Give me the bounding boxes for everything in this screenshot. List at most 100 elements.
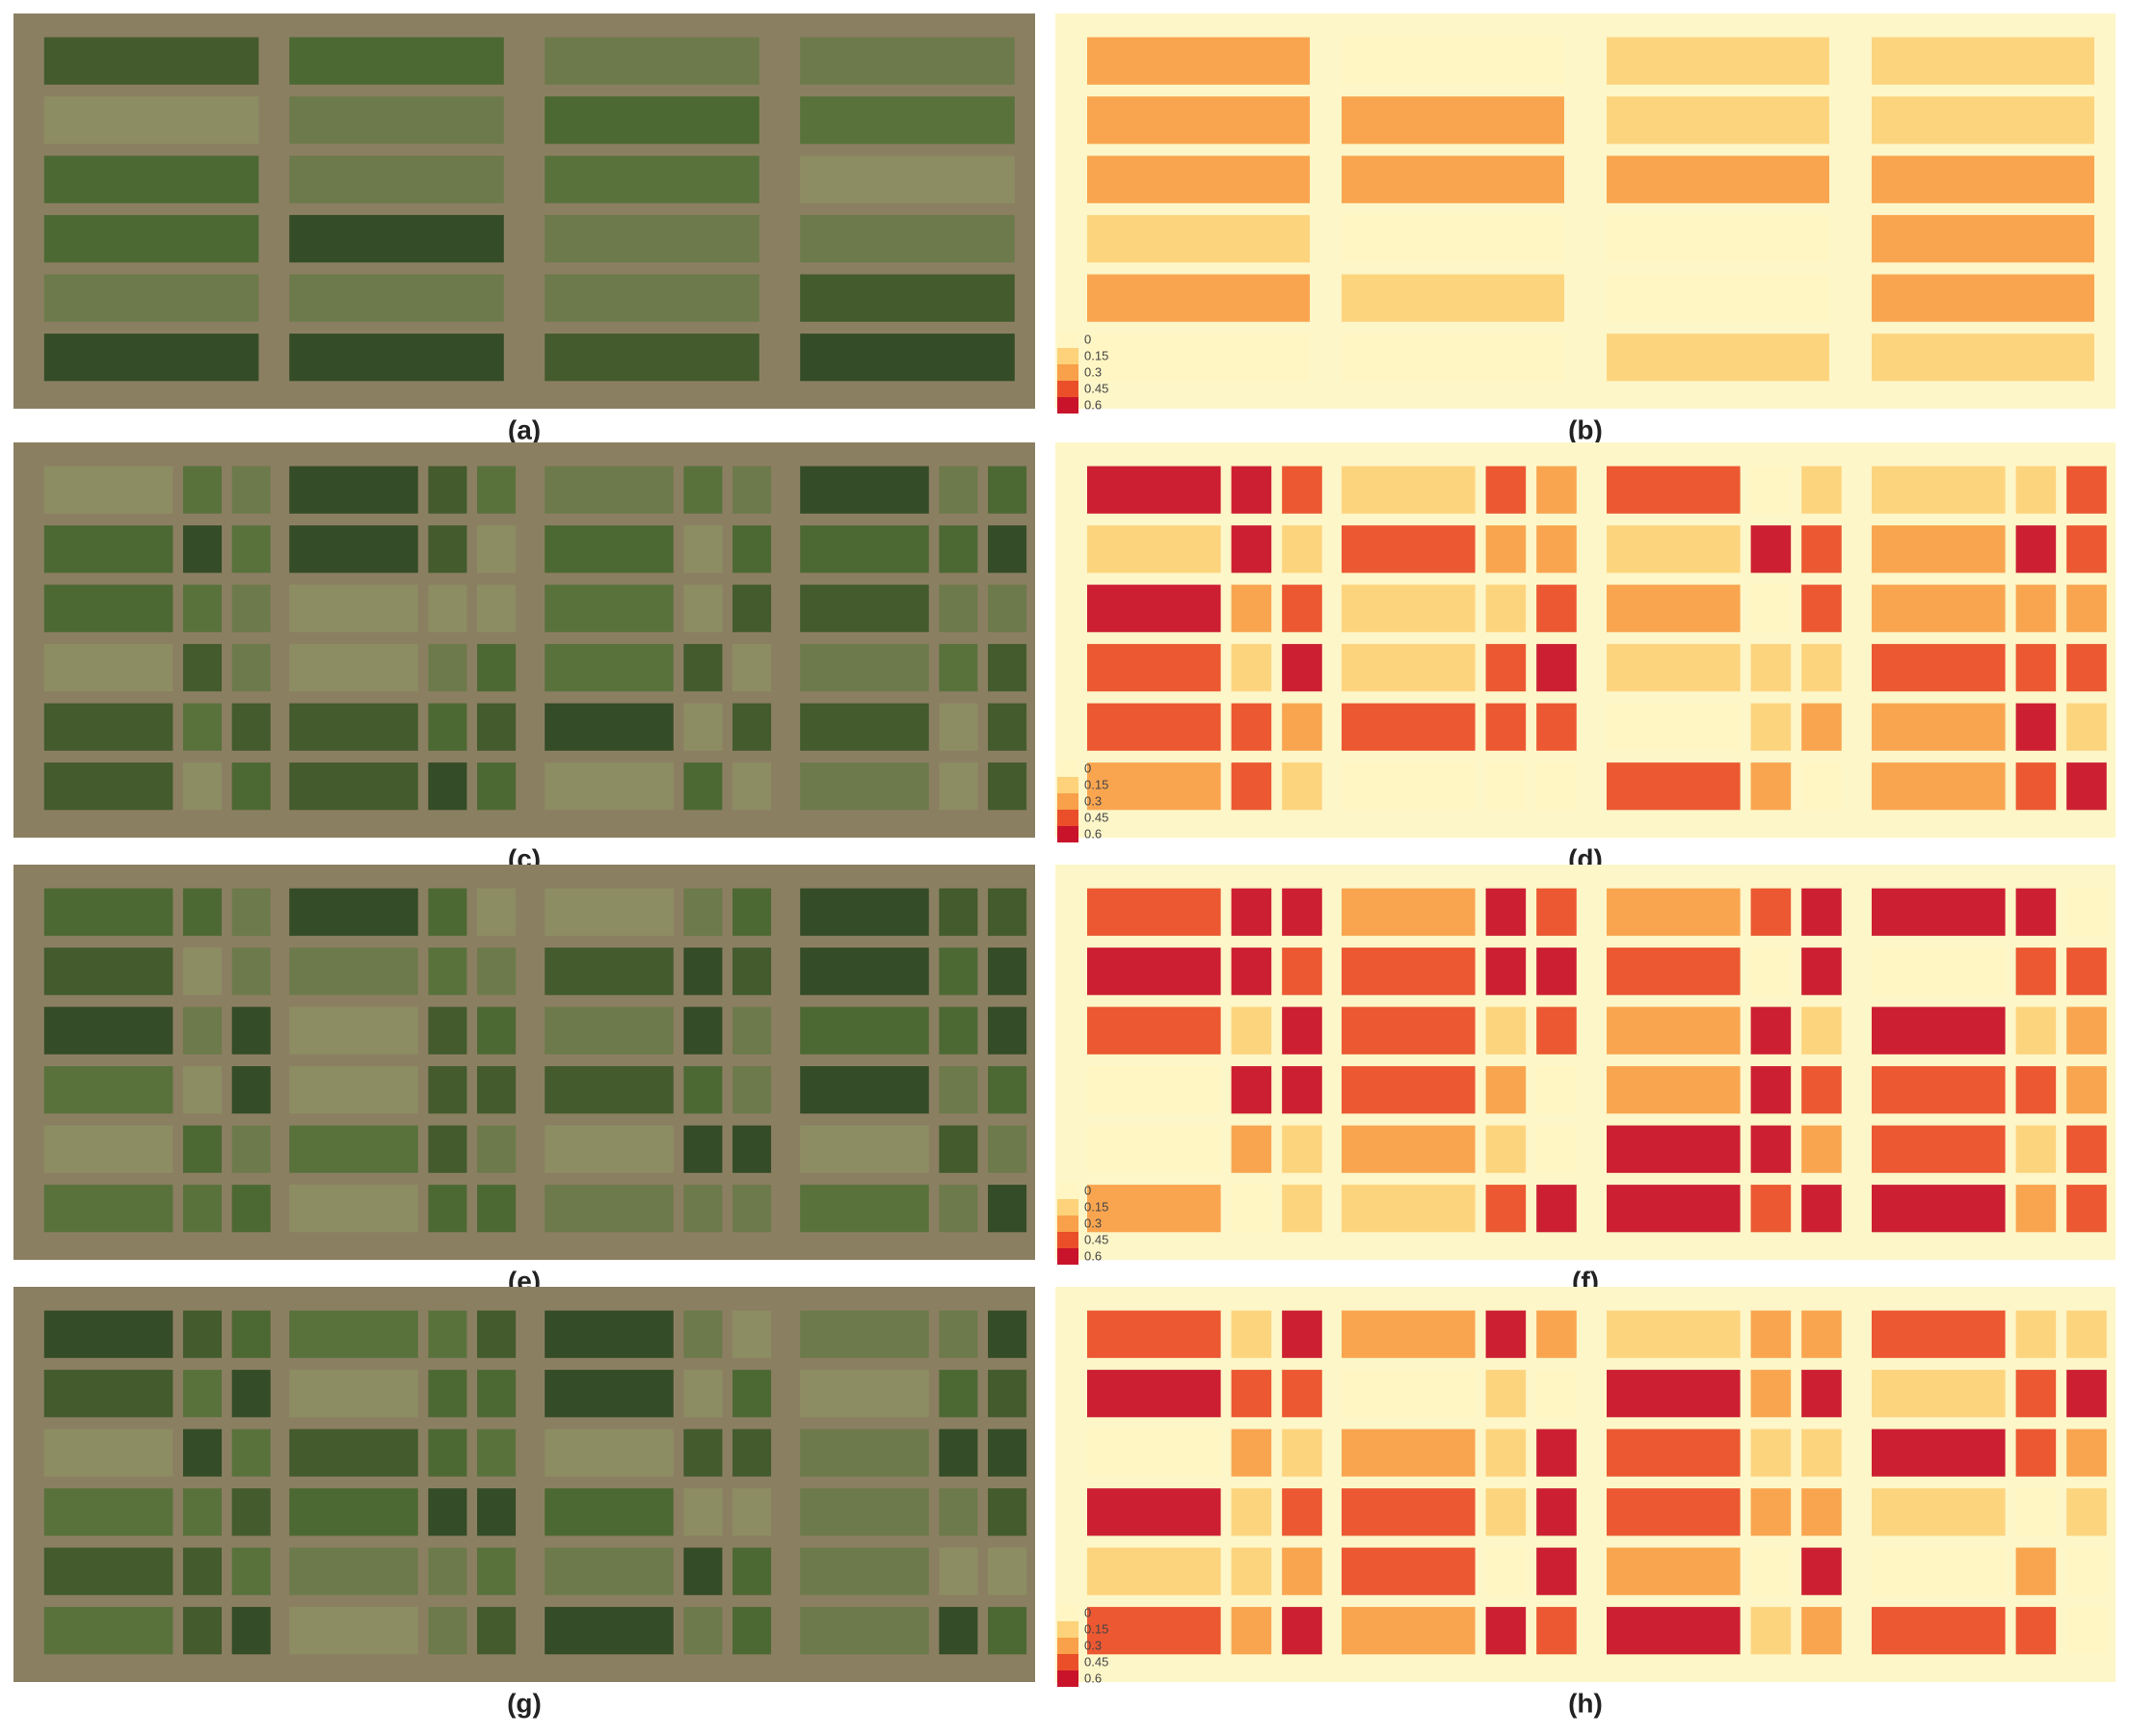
plot-strip xyxy=(1872,1006,2006,1055)
plot-strip xyxy=(289,762,418,811)
plot-strip xyxy=(732,1006,772,1055)
plot-strip xyxy=(732,948,772,996)
plot-strip xyxy=(1872,215,2094,263)
plot-strip xyxy=(289,584,418,632)
plot-strip xyxy=(1607,1607,1741,1655)
plot-strip xyxy=(2066,466,2107,514)
plot-strip xyxy=(800,215,1015,263)
plot-strip xyxy=(1536,644,1577,692)
plot-strip xyxy=(1231,525,1272,574)
plot-strip xyxy=(231,1125,271,1173)
plot-strip xyxy=(1087,1370,1221,1418)
legend-label: 0.45 xyxy=(1084,1232,1108,1246)
plot-strip xyxy=(477,1547,517,1595)
plot-strip xyxy=(43,1006,173,1055)
plot-strip xyxy=(289,1006,418,1055)
plot-strip xyxy=(1282,888,1322,936)
plot-strip xyxy=(1801,703,1842,751)
plot-strip xyxy=(1872,584,2006,632)
plot-strip xyxy=(428,1066,467,1114)
plot-strip xyxy=(289,215,504,263)
plot-strip xyxy=(43,1547,173,1595)
plot-strip xyxy=(1872,1185,2006,1233)
plot-strip xyxy=(1607,1370,1741,1418)
plot-strip xyxy=(800,703,929,751)
plot-strip xyxy=(182,948,223,996)
plot-strip xyxy=(1342,525,1476,574)
plot-strip xyxy=(1607,1429,1741,1477)
plot-strip xyxy=(2015,1488,2057,1536)
plot-strip xyxy=(732,1310,772,1358)
plot-strip xyxy=(2015,1547,2057,1595)
plot-strip xyxy=(289,466,418,514)
legend-label: 0.45 xyxy=(1084,810,1108,824)
plot-strip xyxy=(1536,1185,1577,1233)
plot-strip xyxy=(1750,888,1792,936)
plot-strip xyxy=(1485,1185,1527,1233)
plot-strip xyxy=(182,584,223,632)
plot-strip xyxy=(1607,1547,1741,1595)
plot-strip xyxy=(1485,644,1527,692)
plot-strip xyxy=(428,644,467,692)
plot-strip xyxy=(289,1488,418,1536)
plot-strip xyxy=(1282,1310,1322,1358)
plot-strip xyxy=(1485,466,1527,514)
plot-strip xyxy=(182,1547,223,1595)
plot-strip xyxy=(2066,1370,2107,1418)
plot-strip xyxy=(939,1429,978,1477)
plot-strip xyxy=(1342,466,1476,514)
plot-strip xyxy=(800,1607,929,1655)
plot-strip xyxy=(231,1488,271,1536)
legend-swatch xyxy=(1057,793,1078,810)
plot-strip xyxy=(182,1125,223,1173)
plot-strip xyxy=(1231,1429,1272,1477)
plot-strip xyxy=(1872,1066,2006,1114)
plot-strip xyxy=(1536,1370,1577,1418)
legend-label: 0.45 xyxy=(1084,381,1108,395)
plot-strip xyxy=(1342,334,1564,382)
plot-strip xyxy=(683,948,723,996)
plot-strip xyxy=(43,1066,173,1114)
plot-strip xyxy=(43,762,173,811)
plot-strip xyxy=(231,1370,271,1418)
plot-strip xyxy=(477,1006,517,1055)
plot-strip xyxy=(545,888,674,936)
plot-strip xyxy=(1087,703,1221,751)
plot-strip xyxy=(1282,1185,1322,1233)
plot-strip xyxy=(1750,1488,1792,1536)
plot-strip xyxy=(1231,1607,1272,1655)
plot-strip xyxy=(1872,37,2094,85)
plot-strip xyxy=(1231,1185,1272,1233)
plot-strip xyxy=(988,1547,1027,1595)
plot-strip xyxy=(1750,1066,1792,1114)
plot-strip xyxy=(1872,274,2094,322)
plot-strip xyxy=(1607,215,1829,263)
plot-strip xyxy=(1750,466,1792,514)
plot-strip xyxy=(43,525,173,574)
plot-strip xyxy=(1536,762,1577,811)
plot-strip xyxy=(1750,1006,1792,1055)
plot-strip xyxy=(545,215,759,263)
plot-strip xyxy=(988,644,1027,692)
plot-strip xyxy=(1282,1607,1322,1655)
plot-strip xyxy=(428,466,467,514)
plot-strip xyxy=(182,1370,223,1418)
plot-strip xyxy=(1536,1488,1577,1536)
plot-strip xyxy=(732,762,772,811)
plot-strip xyxy=(2066,525,2107,574)
plot-strip xyxy=(545,1488,674,1536)
plot-strip xyxy=(683,644,723,692)
plot-strip xyxy=(732,703,772,751)
plot-strip xyxy=(477,1066,517,1114)
plot-strip xyxy=(939,888,978,936)
plot-strip xyxy=(43,37,259,85)
plot-strip xyxy=(1485,1488,1527,1536)
plot-strip xyxy=(1231,888,1272,936)
plot-strip xyxy=(1872,703,2006,751)
plot-strip xyxy=(1872,334,2094,382)
plot-strip xyxy=(545,334,759,382)
plot-strip xyxy=(732,644,772,692)
plot-strip xyxy=(545,96,759,145)
plot-strip xyxy=(289,1429,418,1477)
plot-strip xyxy=(231,525,271,574)
